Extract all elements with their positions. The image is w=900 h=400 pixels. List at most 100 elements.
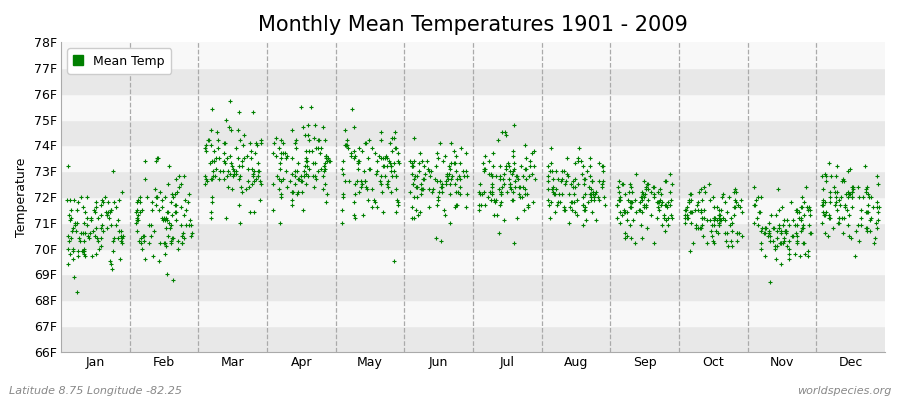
Point xyxy=(303,104,318,110)
Point xyxy=(133,194,148,200)
Point xyxy=(707,204,722,210)
Point xyxy=(434,238,448,244)
Point xyxy=(298,132,312,138)
Point xyxy=(130,217,145,224)
Point xyxy=(486,150,500,156)
Point xyxy=(555,168,570,174)
Point xyxy=(68,220,83,226)
Point xyxy=(790,238,805,244)
Point xyxy=(422,204,436,210)
Point xyxy=(698,189,713,195)
Point xyxy=(660,204,674,210)
Point xyxy=(237,132,251,138)
Point xyxy=(294,173,309,180)
Point xyxy=(274,137,288,143)
Point xyxy=(578,191,592,198)
Point xyxy=(266,207,281,213)
Point xyxy=(448,204,463,210)
Point xyxy=(545,189,560,195)
Point xyxy=(355,181,369,187)
Point xyxy=(161,181,176,187)
Point xyxy=(652,186,667,192)
Point xyxy=(586,189,600,195)
Point xyxy=(444,220,458,226)
Point xyxy=(432,140,446,146)
Point xyxy=(345,150,359,156)
Point xyxy=(404,163,419,169)
Point xyxy=(494,191,508,198)
Point xyxy=(564,207,579,213)
Point xyxy=(346,199,361,205)
Point xyxy=(836,214,850,221)
Point xyxy=(496,176,510,182)
Point xyxy=(770,235,784,242)
Point xyxy=(307,184,321,190)
Point xyxy=(218,160,232,167)
Point xyxy=(683,220,698,226)
Point xyxy=(313,165,328,172)
Point xyxy=(836,230,850,236)
Point xyxy=(378,173,392,180)
Point xyxy=(727,186,742,192)
Point xyxy=(640,181,654,187)
Point xyxy=(623,204,637,210)
Point xyxy=(130,214,144,221)
Y-axis label: Temperature: Temperature xyxy=(15,157,28,237)
Point xyxy=(68,196,82,203)
Point xyxy=(564,181,579,187)
Point xyxy=(232,202,247,208)
Point xyxy=(382,140,397,146)
Point xyxy=(485,173,500,180)
Point xyxy=(844,194,859,200)
Point xyxy=(338,142,353,148)
Point xyxy=(319,199,333,205)
Point xyxy=(232,163,247,169)
Point xyxy=(144,207,158,213)
Point xyxy=(860,227,874,234)
Point xyxy=(627,240,642,247)
Point xyxy=(652,207,666,213)
Point xyxy=(368,199,382,205)
Point xyxy=(274,220,288,226)
Point xyxy=(444,140,458,146)
Point xyxy=(223,152,238,159)
Point xyxy=(314,145,328,151)
Point xyxy=(174,222,188,228)
Point xyxy=(142,222,157,228)
Point xyxy=(572,145,586,151)
Point xyxy=(372,152,386,159)
Point xyxy=(726,189,741,195)
Point xyxy=(312,150,327,156)
Point xyxy=(618,230,633,236)
Point xyxy=(505,196,519,203)
Point xyxy=(275,140,290,146)
Point xyxy=(644,189,658,195)
Point xyxy=(854,207,868,213)
Point xyxy=(292,189,306,195)
Point xyxy=(243,155,257,162)
Point xyxy=(694,209,708,216)
Point xyxy=(714,207,728,213)
Point xyxy=(867,240,881,247)
Point xyxy=(374,181,388,187)
Point xyxy=(501,176,516,182)
Point xyxy=(417,163,431,169)
Point xyxy=(289,191,303,198)
Point xyxy=(204,176,219,182)
Point xyxy=(870,204,885,210)
Point xyxy=(725,243,740,249)
Point xyxy=(62,196,77,203)
Point xyxy=(138,158,152,164)
Point xyxy=(481,194,495,200)
Point xyxy=(543,168,557,174)
Point xyxy=(443,191,457,198)
Point xyxy=(163,238,177,244)
Point xyxy=(235,163,249,169)
Point xyxy=(83,230,97,236)
Point xyxy=(678,212,692,218)
Point xyxy=(288,168,302,174)
Point xyxy=(596,163,610,169)
Point xyxy=(100,225,114,231)
Point xyxy=(299,158,313,164)
Point xyxy=(795,204,809,210)
